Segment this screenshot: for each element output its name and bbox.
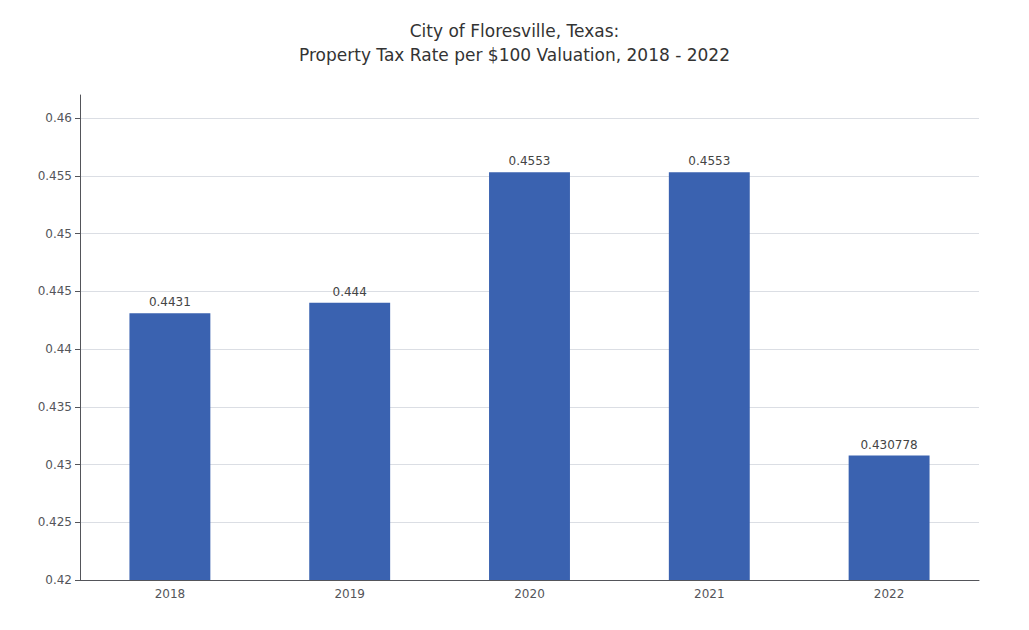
svg-text:0.445: 0.445 (38, 284, 72, 298)
svg-text:0.425: 0.425 (38, 515, 72, 529)
svg-text:2022: 2022 (874, 587, 905, 601)
svg-text:0.4553: 0.4553 (509, 154, 551, 168)
svg-text:2019: 2019 (334, 587, 365, 601)
svg-text:0.45: 0.45 (45, 227, 72, 241)
svg-text:2021: 2021 (694, 587, 725, 601)
svg-text:0.444: 0.444 (333, 285, 367, 299)
svg-text:0.42: 0.42 (45, 573, 72, 587)
svg-text:0.44: 0.44 (45, 342, 72, 356)
svg-text:0.46: 0.46 (45, 111, 72, 125)
svg-text:0.455: 0.455 (38, 169, 72, 183)
svg-text:0.43: 0.43 (45, 458, 72, 472)
svg-text:0.4431: 0.4431 (149, 295, 191, 309)
svg-text:2018: 2018 (155, 587, 186, 601)
svg-text:City of Floresville, Texas:: City of Floresville, Texas: (410, 21, 620, 41)
svg-text:0.430778: 0.430778 (860, 438, 917, 452)
svg-text:0.435: 0.435 (38, 400, 72, 414)
svg-text:Property Tax Rate per $100 Val: Property Tax Rate per $100 Valuation, 20… (299, 45, 730, 65)
svg-text:0.4553: 0.4553 (688, 154, 730, 168)
svg-text:2020: 2020 (514, 587, 545, 601)
